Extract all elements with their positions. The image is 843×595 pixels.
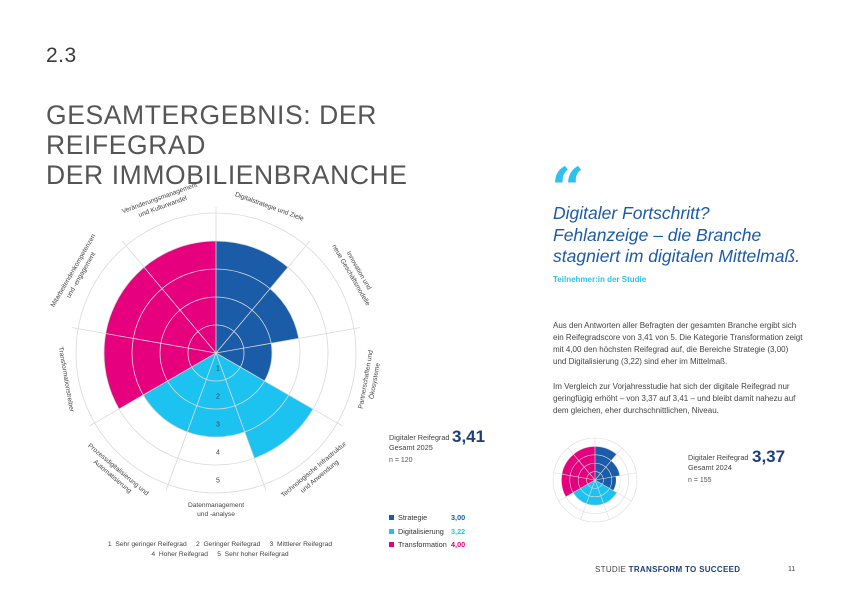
grid-spoke-3 (215, 327, 360, 354)
sector-3-strategie (595, 476, 616, 491)
grid-spoke-9 (567, 447, 596, 481)
grid-spoke-2 (594, 447, 623, 481)
score-2025-label2: Gesamt 2025 (389, 443, 433, 452)
legend-label-digitalisierung: Digitalisierung (398, 526, 444, 536)
legend-label-strategie: Strategie (398, 513, 428, 522)
category-label-5-line1: Datenmanagement (188, 502, 244, 509)
body-paragraph-2: Im Vergleich zur Vorjahresstudie hat sic… (553, 382, 796, 415)
category-label-8-line1: Mitarbeitendenkompetenzen (50, 233, 98, 309)
sector-1-strategie (216, 241, 288, 353)
ring-label-5: 5 (216, 477, 220, 484)
maturity-radial-chart-2024 (552, 437, 638, 523)
quote-line2: Fehlanzeige – die Branche (553, 224, 762, 245)
sector-9-transformation (573, 446, 595, 480)
category-label-4-line1: Technologische Infrastruktur (280, 440, 348, 499)
sector-1-strategie (595, 446, 617, 480)
grid-spoke-4 (594, 479, 632, 502)
ring-label-2: 2 (216, 393, 220, 400)
category-label-1-line1: Digitalstrategie und Ziele (234, 191, 305, 223)
grid-spoke-9 (121, 240, 217, 354)
category-label-1: Digitalstrategie und Ziele (234, 191, 305, 223)
section-number: 2.3 (46, 44, 77, 67)
category-label-5-line2: und -analyse (197, 511, 235, 518)
quote-text: Digitaler Fortschritt? Fehlanzeige – die… (553, 203, 823, 268)
ring-label-1: 1 (216, 365, 220, 372)
sector-6-digitalisierung (143, 353, 216, 432)
grid-spoke-5 (215, 352, 267, 491)
legend-swatch-digitalisierung (389, 528, 394, 534)
score-2024-block: Digitaler Reifegrad Gesamt 2024 n = 155 (688, 453, 748, 484)
grid-spoke-8 (553, 472, 596, 481)
quote-source: Teilnehmer:in der Studie (553, 275, 647, 284)
score-2025-block: Digitaler Reifegrad Gesamt 2025 n = 120 (389, 433, 449, 464)
legend-value-strategie: 3,00 (451, 513, 466, 522)
legend-label-transformation: Transformation (398, 540, 447, 549)
score-2024-n: n = 155 (688, 477, 712, 484)
sector-2-strategie (216, 288, 299, 353)
sector-5-digitalisierung (187, 353, 245, 437)
sector-8-transformation (561, 454, 595, 480)
footer-study: STUDIE TRANSFORM TO SUCCEED (595, 565, 740, 574)
grid-spoke-3 (594, 472, 637, 481)
score-2025-value: 3,41 (452, 427, 486, 446)
legend-value-transformation: 4,00 (451, 540, 466, 549)
sector-5-digitalisierung (586, 480, 604, 506)
score-2025-label1: Digitaler Reifegrad (389, 433, 450, 442)
category-label-6-line1: Prozessdigitalisierung und (86, 442, 150, 497)
page-title-line1: GESAMTERGEBNIS: DER REIFEGRAD (46, 100, 377, 160)
score-2024-label1: Digitaler Reifegrad (688, 453, 749, 462)
grid-spoke-6 (580, 479, 596, 520)
sector-3-strategie (216, 343, 272, 381)
page-title-line2: DER IMMOBILIENBRANCHE (46, 160, 408, 190)
scale-legend-line2: 4 Hoher Reifegrad 5 Sehr hoher Reifegrad (151, 551, 289, 558)
grid-spoke-8 (72, 327, 217, 354)
score-2024-label2: Gesamt 2024 (688, 463, 732, 472)
footer-study-prefix: STUDIE (595, 565, 629, 574)
grid-spoke-4 (215, 352, 343, 427)
grid-spoke-6 (165, 352, 217, 491)
category-label-5: Datenmanagement und -analyse (188, 502, 244, 518)
page-title: GESAMTERGEBNIS: DER REIFEGRAD DER IMMOBI… (46, 100, 516, 190)
body-paragraph-1: Aus den Antworten aller Befragten der ge… (553, 321, 803, 366)
sector-8-transformation (105, 267, 216, 353)
sector-2-strategie (595, 460, 620, 480)
category-label-6: Prozessdigitalisierung undAutomatisierun… (86, 442, 150, 497)
ring-label-3: 3 (216, 421, 220, 428)
category-label-7-line1: Transformationstreiber (57, 346, 76, 413)
legend-swatch-strategie (389, 515, 394, 520)
grid-spoke-7 (558, 479, 596, 502)
grid-spoke-5 (594, 479, 610, 520)
footer-study-name: TRANSFORM TO SUCCEED (628, 565, 741, 574)
quote-line1: Digitaler Fortschritt? (553, 203, 710, 223)
quote-line3: stagniert im digitalen Mittelmaß. (553, 246, 801, 266)
page-number: 11 (788, 566, 796, 573)
grid-spoke-2 (215, 240, 311, 354)
category-label-7: Transformationstreiber (57, 346, 76, 413)
legend-value-digitalisierung: 3,22 (451, 526, 466, 536)
sector-6-digitalisierung (573, 480, 595, 504)
scale-legend: 1 Sehr geringer Reifegrad 2 Geringer Rei… (100, 540, 340, 560)
legend-swatch-transformation (389, 542, 394, 547)
grid-spoke-7 (89, 352, 217, 427)
scale-legend-line1: 1 Sehr geringer Reifegrad 2 Geringer Rei… (107, 541, 333, 548)
score-2024-value: 3,37 (752, 447, 786, 466)
sector-4-digitalisierung (216, 353, 313, 459)
sector-4-digitalisierung (595, 480, 617, 504)
sector-9-transformation (144, 241, 216, 353)
score-2025-n: n = 120 (389, 457, 413, 464)
quote-mark-icon: “ (551, 155, 585, 223)
ring-label-4: 4 (216, 449, 220, 456)
